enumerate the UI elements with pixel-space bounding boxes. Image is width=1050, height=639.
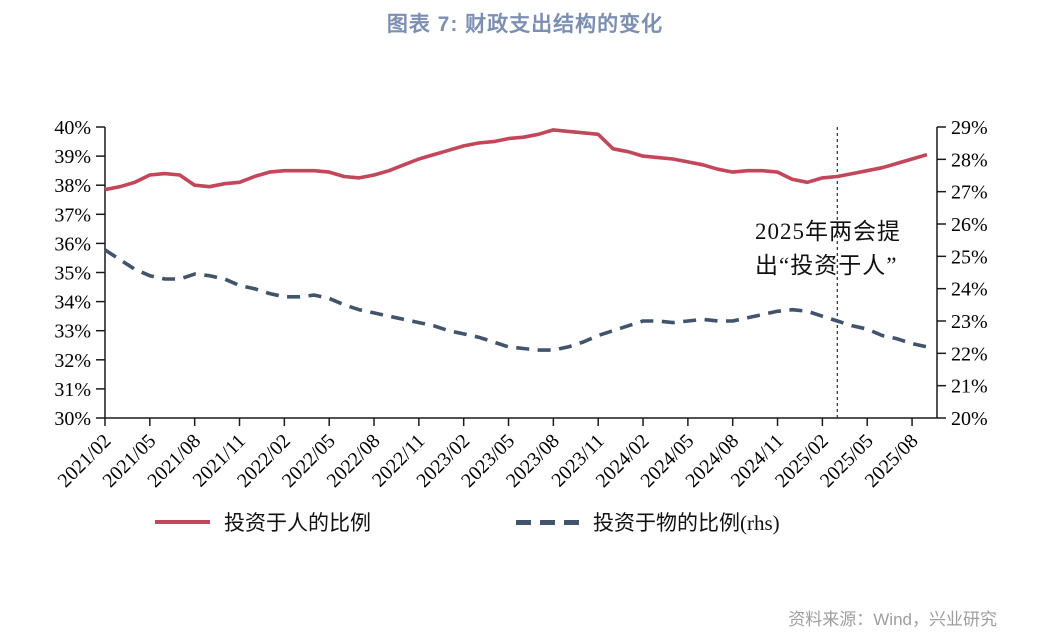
annotation-line-2: 出“投资于人” (755, 253, 898, 278)
dashed-line-swatch (516, 519, 579, 525)
y-left-tick-label: 34% (54, 292, 91, 314)
y-left-tick-label: 32% (54, 350, 91, 372)
series-invest-in-people-line (104, 128, 928, 192)
y-left-tick-label: 33% (54, 321, 91, 343)
y-left-tick-label: 35% (54, 263, 91, 285)
y-right-tick-label: 23% (951, 311, 988, 333)
legend-label-invest-in-people: 投资于人的比例 (224, 511, 371, 535)
source-note: 资料来源：Wind，兴业研究 (788, 610, 997, 629)
y-left-tick-label: 31% (54, 379, 91, 401)
y-left-tick-label: 30% (54, 408, 91, 430)
legend-label-invest-in-things: 投资于物的比例(rhs) (593, 511, 780, 535)
y-right-tick-label: 29% (951, 117, 988, 139)
y-right-tick-label: 24% (951, 279, 988, 301)
y-left-tick-label: 39% (54, 146, 91, 168)
legend: 投资于人的比例 投资于物的比例(rhs) (155, 507, 780, 537)
legend-item-invest-in-people: 投资于人的比例 (155, 507, 371, 537)
y-right-tick-label: 25% (951, 246, 988, 268)
solid-line-swatch (155, 520, 210, 524)
y-right-tick-label: 22% (951, 343, 988, 365)
annotation-line-1: 2025年两会提 (755, 219, 901, 244)
chart-title: 图表 7: 财政支出结构的变化 (386, 13, 664, 36)
y-left-tick-label: 38% (54, 175, 91, 197)
y-right-tick-label: 27% (951, 182, 988, 204)
y-left-tick-label: 37% (54, 204, 91, 226)
y-left-tick-label: 40% (54, 117, 91, 139)
y-right-tick-label: 28% (951, 149, 988, 171)
y-right-tick-label: 20% (951, 408, 988, 430)
y-right-tick-label: 26% (951, 214, 988, 236)
y-left-tick-label: 36% (54, 233, 91, 255)
event-annotation: 2025年两会提 出“投资于人” (755, 215, 901, 283)
series-invest-in-things-line (104, 248, 928, 352)
legend-item-invest-in-things: 投资于物的比例(rhs) (516, 507, 780, 537)
y-right-tick-label: 21% (951, 376, 988, 398)
tick-marks (96, 126, 946, 426)
